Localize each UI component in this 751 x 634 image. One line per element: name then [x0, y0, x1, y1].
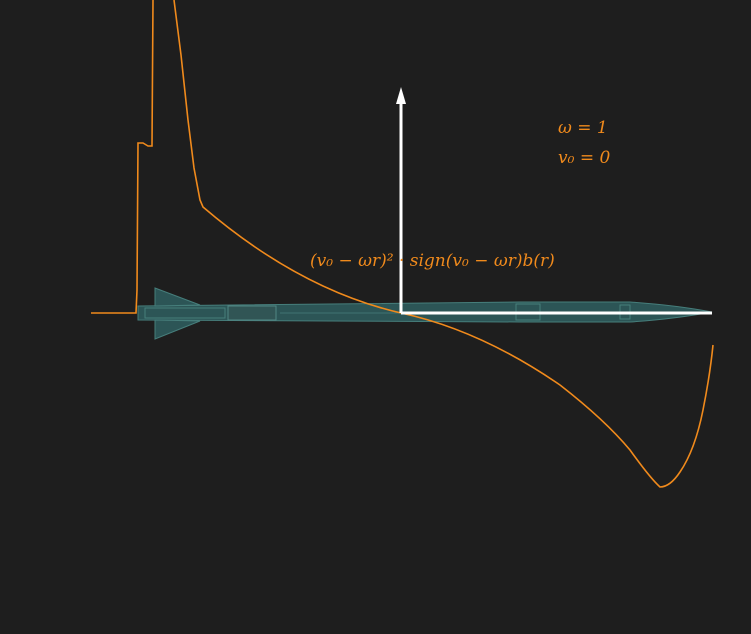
omega-label: ω = 1	[558, 118, 608, 138]
rocket-section-2	[227, 305, 277, 321]
formula-label: (v₀ − ωr)² · sign(v₀ − ωr)b(r)	[310, 251, 555, 271]
rocket-fin-top	[154, 287, 201, 307]
curve-line	[91, 0, 714, 488]
rocket-fin-bottom	[154, 319, 201, 340]
rocket-section-1	[144, 307, 226, 319]
axes	[396, 87, 712, 315]
v0-label: v₀ = 0	[558, 148, 610, 168]
y-axis-arrowhead-icon	[396, 87, 406, 104]
